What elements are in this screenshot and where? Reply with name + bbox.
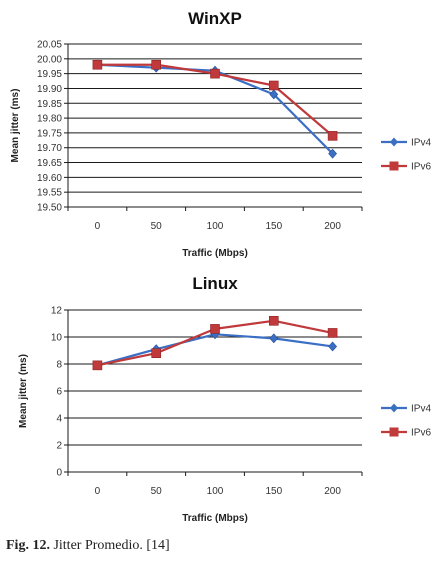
chart2-y-tick-label: 10 bbox=[51, 333, 63, 344]
chart2-series-ipv6-point bbox=[210, 324, 220, 334]
chart1-x-tick-label: 100 bbox=[207, 221, 224, 232]
chart1-legend-ipv6-marker bbox=[389, 161, 399, 171]
chart2-series-ipv6-point bbox=[268, 315, 279, 326]
chart2-x-tick-label: 200 bbox=[324, 486, 341, 497]
chart2-series-ipv6-point bbox=[327, 328, 338, 338]
chart2-y-tick-label: 12 bbox=[51, 306, 63, 317]
chart1-y-tick-label: 19.80 bbox=[37, 114, 62, 125]
chart1-title: WinXP bbox=[188, 9, 242, 28]
chart1-series-ipv6-point bbox=[268, 80, 279, 91]
chart1-x-tick-label: 150 bbox=[265, 221, 282, 232]
chart1-legend-ipv6-label: IPv6 bbox=[411, 162, 431, 173]
chart2-title: Linux bbox=[192, 274, 238, 293]
chart1-y-tick-label: 19.90 bbox=[37, 84, 62, 95]
chart1-y-tick-label: 20.00 bbox=[37, 54, 62, 65]
chart1-series-ipv6-point bbox=[327, 131, 338, 141]
chart1-legend-ipv4-label: IPv4 bbox=[411, 138, 431, 149]
chart1-y-tick-label: 19.95 bbox=[37, 69, 62, 80]
chart1-y-tick-label: 19.50 bbox=[37, 203, 62, 214]
chart1-y-axis-title: Mean jitter (ms) bbox=[10, 89, 21, 163]
chart2-y-axis-title: Mean jitter (ms) bbox=[18, 354, 29, 428]
chart2-series-ipv4-point bbox=[269, 333, 279, 344]
chart1-x-tick-label: 200 bbox=[324, 221, 341, 232]
chart2-series-ipv6-point bbox=[92, 360, 103, 371]
chart1-x-tick-label: 50 bbox=[151, 221, 163, 232]
chart1-y-tick-label: 19.85 bbox=[37, 99, 62, 110]
chart2-legend-ipv4-label: IPv4 bbox=[411, 404, 431, 415]
chart1-y-tick-label: 19.75 bbox=[37, 128, 62, 139]
chart1-legend-ipv4-marker bbox=[390, 137, 398, 147]
chart2-x-axis-title: Traffic (Mbps) bbox=[182, 513, 248, 524]
chart2-y-tick-label: 0 bbox=[56, 468, 62, 479]
caption-label: Fig. 12. bbox=[6, 538, 50, 553]
chart1-x-axis-title: Traffic (Mbps) bbox=[182, 248, 248, 259]
chart2-x-tick-label: 0 bbox=[95, 486, 101, 497]
figure-caption: Fig. 12. Jitter Promedio. [14] bbox=[6, 538, 170, 554]
chart1-x-tick-label: 0 bbox=[95, 221, 101, 232]
chart1-series-ipv6-point bbox=[151, 59, 161, 70]
chart2-legend-ipv4-marker bbox=[390, 403, 398, 413]
chart1-series-ipv6-point bbox=[92, 59, 103, 70]
chart1-series-ipv4-point bbox=[328, 148, 338, 159]
chart1-series-ipv4-point bbox=[269, 89, 279, 100]
chart2-y-tick-label: 4 bbox=[56, 414, 62, 425]
chart1-y-tick-label: 19.60 bbox=[37, 173, 62, 184]
chart2-y-tick-label: 2 bbox=[56, 441, 62, 452]
chart2-legend-ipv6-label: IPv6 bbox=[411, 428, 431, 439]
chart2-y-tick-label: 8 bbox=[56, 360, 62, 371]
caption-text: Jitter Promedio. [14] bbox=[53, 538, 170, 553]
chart2-y-tick-label: 6 bbox=[56, 387, 62, 398]
chart2-legend-ipv6-marker bbox=[389, 427, 399, 437]
chart1-y-tick-label: 19.65 bbox=[37, 158, 62, 169]
chart2-x-tick-label: 50 bbox=[151, 486, 163, 497]
chart1-y-tick-label: 19.70 bbox=[37, 143, 62, 154]
chart1-y-tick-label: 20.05 bbox=[37, 40, 62, 51]
chart1-series-ipv6-point bbox=[210, 68, 220, 79]
chart2-series-ipv4-point bbox=[328, 341, 338, 352]
chart2-x-tick-label: 100 bbox=[207, 486, 224, 497]
chart1-y-tick-label: 19.55 bbox=[37, 188, 62, 199]
chart2-series-ipv6-point bbox=[151, 348, 161, 359]
chart2-x-tick-label: 150 bbox=[265, 486, 282, 497]
